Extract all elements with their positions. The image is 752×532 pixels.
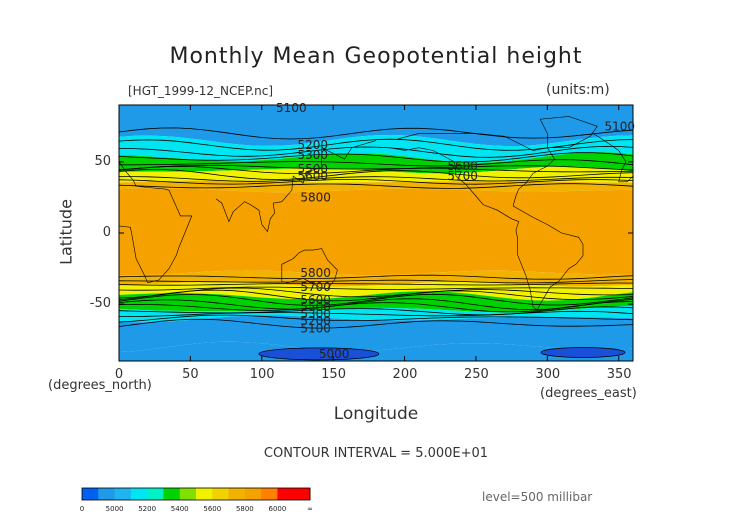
low-height-region <box>258 347 380 361</box>
contour-label: 5200 <box>297 138 328 152</box>
height-band <box>119 281 633 301</box>
colorbar-swatch <box>114 488 132 500</box>
contour-label: 5700 <box>447 169 478 183</box>
colorbar-swatch <box>163 488 181 500</box>
colorbar-label: 5000 <box>106 505 124 513</box>
contour-line <box>119 159 634 167</box>
contour-label: 5600 <box>300 293 331 307</box>
colorbar-label: ∞ <box>307 505 313 513</box>
contour-line <box>118 169 634 180</box>
colorbar-swatch <box>212 488 230 500</box>
contour-label: 5600 <box>447 159 478 173</box>
coastline <box>592 133 634 183</box>
contour-label: 5500 <box>297 162 328 176</box>
coastline <box>281 248 338 289</box>
contour-label: 5500 <box>300 300 331 314</box>
contour-label: 5100 <box>276 101 307 115</box>
contour-line <box>118 318 634 329</box>
contour-line <box>118 178 634 185</box>
level-text: level=500 millibar <box>482 490 593 504</box>
x-tick-label: 0 <box>114 367 124 382</box>
colorbar-swatch <box>228 488 246 500</box>
height-band <box>119 291 633 313</box>
colorbar-swatch <box>277 488 295 500</box>
file-label: [HGT_1999-12_NCEP.nc] <box>128 84 274 98</box>
contour-line <box>118 306 634 316</box>
x-tick-label: 300 <box>535 367 561 382</box>
colorbar-swatch <box>293 488 311 500</box>
height-band <box>119 341 633 361</box>
coastline <box>215 140 377 233</box>
low-height-region <box>540 347 626 358</box>
y-tick-label: -50 <box>89 296 111 312</box>
contour-line <box>118 176 634 182</box>
units-label: (units:m) <box>546 82 610 98</box>
colorbar-label: 0 <box>80 505 84 513</box>
colorbar-swatch <box>82 488 99 500</box>
contour-label: 5600 <box>297 169 328 183</box>
contour-interval-text: CONTOUR INTERVAL = 5.000E+01 <box>263 446 489 461</box>
contour-line <box>118 282 634 286</box>
height-band <box>119 315 633 353</box>
height-band <box>119 152 633 174</box>
contour-label: 5100 <box>604 119 635 133</box>
contour-line <box>118 183 634 189</box>
contour-label: 5300 <box>300 307 331 321</box>
contour-line <box>118 145 634 158</box>
contour-line <box>118 310 634 317</box>
contour-label: 5100 <box>300 321 331 335</box>
y-axis-units: (degrees_north) <box>48 378 152 393</box>
x-tick-label: 350 <box>606 367 632 382</box>
colorbar-label: 5600 <box>203 505 221 513</box>
x-tick-label: 100 <box>249 367 275 382</box>
contour-line <box>118 293 634 306</box>
contour-label: 5800 <box>300 190 331 204</box>
x-axis-units: (degrees_east) <box>540 386 637 401</box>
contour-line <box>118 152 634 163</box>
contour-line <box>118 165 634 175</box>
chart-title: Monthly Mean Geopotential height <box>169 44 583 69</box>
contour-label: 5300 <box>297 148 328 162</box>
y-tick-label: 0 <box>102 225 111 240</box>
contour-label: 5800 <box>300 266 331 280</box>
x-tick-label: 50 <box>182 367 199 382</box>
height-band <box>119 188 633 276</box>
colorbar-swatch <box>261 488 278 500</box>
colorbar-swatch <box>244 488 262 500</box>
colorbar-frame <box>81 487 311 501</box>
x-tick-label: 150 <box>321 367 346 382</box>
colorbar-label: 6000 <box>269 505 287 513</box>
y-tick-label: 50 <box>94 153 111 169</box>
contour-line <box>118 279 634 284</box>
x-tick-label: 250 <box>463 367 489 382</box>
colorbar-label: 5200 <box>138 505 156 513</box>
contour-line <box>118 314 634 323</box>
colorbar-swatch <box>147 488 164 500</box>
contour-line <box>118 301 634 313</box>
coastline <box>390 133 584 311</box>
contour-line <box>118 289 634 302</box>
coastline <box>118 161 193 284</box>
height-band <box>119 135 633 163</box>
colorbar-swatch <box>179 488 197 500</box>
contour-label: 5200 <box>300 314 331 328</box>
colorbar-label: 5400 <box>171 505 189 513</box>
contour-label: 5000 <box>319 347 350 361</box>
colorbar-label: 5800 <box>236 505 254 513</box>
coastline <box>539 116 598 148</box>
x-tick-label: 200 <box>392 367 418 382</box>
contour-line <box>118 286 634 291</box>
x-axis-label: Longitude <box>333 404 419 424</box>
colorbar-swatch <box>98 488 116 500</box>
colorbar-swatch <box>130 488 148 500</box>
contour-label: 5700 <box>300 280 331 294</box>
colorbar-swatch <box>196 488 213 500</box>
contour-line <box>118 274 634 280</box>
